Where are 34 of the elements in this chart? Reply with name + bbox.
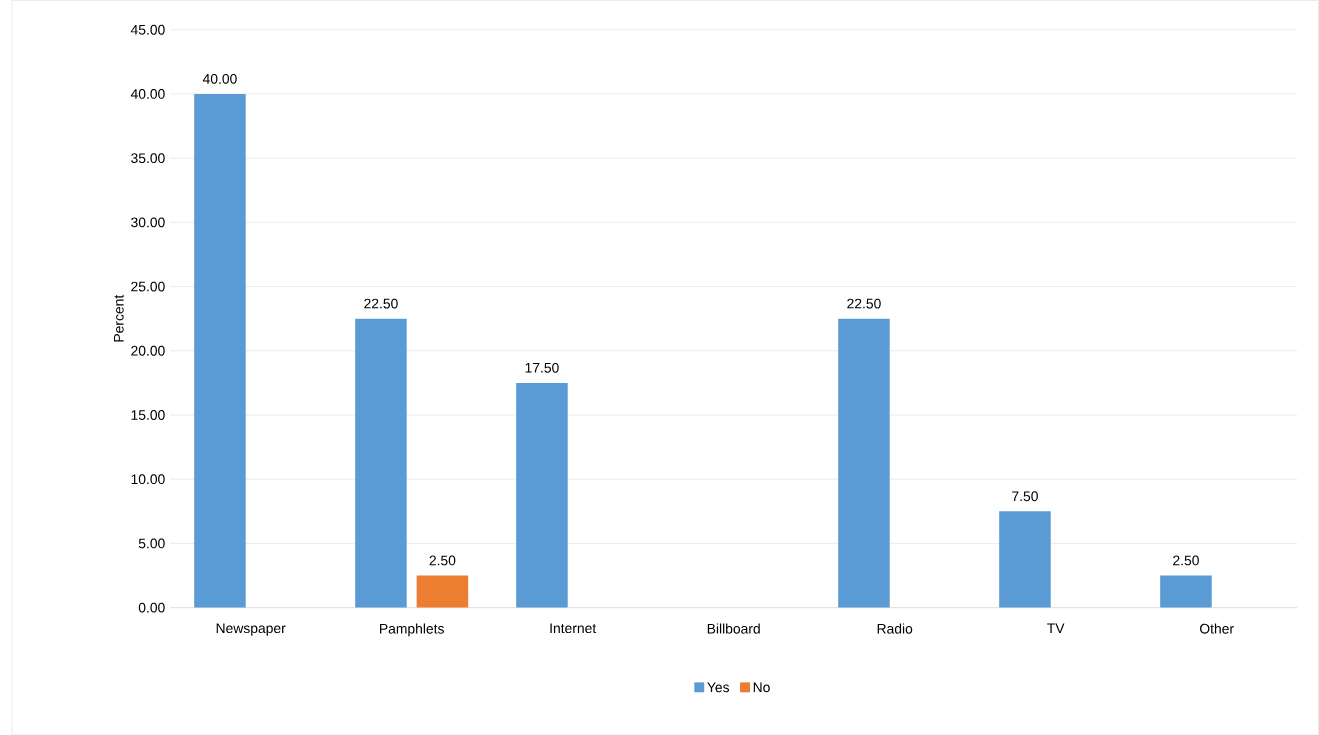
bar — [416, 575, 469, 608]
data-label: 22.50 — [364, 298, 398, 309]
bar — [1160, 575, 1212, 608]
data-label: 17.50 — [525, 362, 559, 373]
legend-label: Yes — [707, 682, 730, 692]
x-tick-label: TV — [1047, 623, 1065, 633]
y-axis-title: Percent — [114, 294, 124, 342]
y-tick-label: 30.00 — [131, 217, 165, 228]
y-tick-label: 45.00 — [130, 24, 165, 35]
data-label: 2.50 — [1173, 555, 1199, 566]
y-tick-label: 0.00 — [138, 602, 165, 613]
y-tick-label: 5.00 — [138, 538, 165, 549]
x-tick-label: Other — [1200, 623, 1234, 634]
bar — [999, 511, 1051, 608]
data-label: 22.50 — [847, 298, 881, 309]
bar — [516, 382, 568, 608]
x-tick-label: Newspaper — [216, 623, 286, 636]
y-tick-label: 20.00 — [131, 345, 165, 356]
y-tick-label: 10.00 — [131, 474, 165, 484]
data-label: 40.00 — [202, 73, 237, 84]
legend-label: No — [753, 682, 770, 692]
data-label: 7.50 — [1012, 491, 1038, 501]
y-tick-label: 40.00 — [130, 88, 165, 99]
x-tick-label: Radio — [877, 623, 913, 634]
bar — [838, 318, 890, 608]
y-tick-label: 15.00 — [131, 409, 165, 420]
bar — [355, 318, 407, 608]
x-tick-label: Internet — [550, 623, 597, 633]
x-tick-label: Billboard — [707, 623, 760, 634]
data-label: 2.50 — [429, 555, 456, 566]
x-tick-label: Pamphlets — [380, 623, 444, 637]
y-tick-label: 35.00 — [131, 153, 165, 163]
y-tick-label: 25.00 — [131, 281, 165, 292]
bar — [194, 93, 246, 608]
